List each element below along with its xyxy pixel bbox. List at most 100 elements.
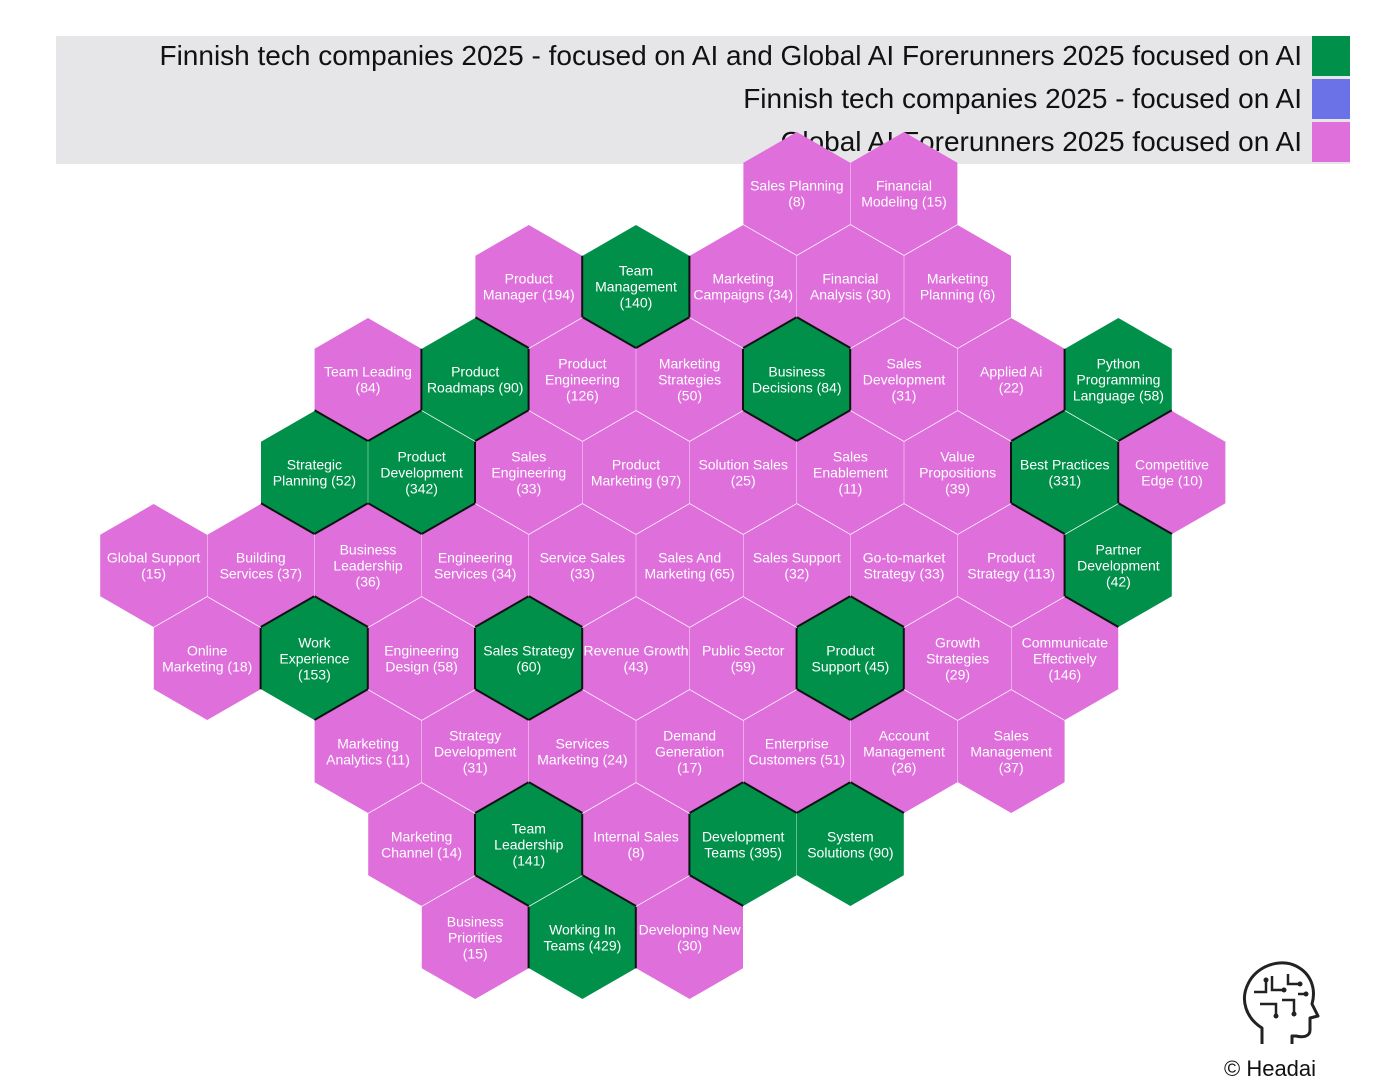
- hex-label-building-services: Services (37): [220, 566, 302, 582]
- hex-label-development-teams: Development: [702, 829, 785, 845]
- hex-label-partner-development: (42): [1106, 574, 1131, 590]
- category-boundary: [796, 595, 851, 628]
- hex-label-growth-strategies: Strategies: [926, 651, 989, 667]
- category-boundary: [849, 688, 905, 721]
- hex-public-sector: [689, 597, 797, 720]
- legend-label-both: Finnish tech companies 2025 - focused on…: [159, 40, 1302, 71]
- hex-label-financial-analysis: Analysis (30): [810, 287, 891, 303]
- hex-label-account-management: (26): [892, 760, 917, 776]
- hex-label-value-propositions: Value: [940, 449, 975, 465]
- legend-label-finnish: Finnish tech companies 2025 - focused on…: [743, 83, 1302, 114]
- legend-swatch-both: [1312, 36, 1350, 76]
- hex-marketing-campaigns: [689, 225, 797, 348]
- hex-product-roadmaps: [421, 318, 529, 441]
- hex-label-sales-management: Management: [970, 744, 1052, 760]
- hex-solution-sales: [689, 411, 797, 534]
- hex-internal-sales: [582, 783, 690, 906]
- hex-strategy-development: [421, 690, 529, 813]
- hex-label-online-marketing: Online: [187, 643, 228, 659]
- hex-product-engineering: [529, 318, 636, 441]
- hex-label-public-sector: Public Sector: [702, 643, 785, 659]
- hex-online-marketing: [153, 597, 261, 720]
- hex-label-growth-strategies: Growth: [935, 635, 980, 651]
- hex-label-public-sector: (59): [731, 659, 756, 675]
- hex-services-marketing: [529, 690, 636, 813]
- hex-label-service-sales: (33): [570, 566, 595, 582]
- hex-engineering-design: [368, 597, 475, 720]
- category-boundary: [1118, 502, 1173, 535]
- hex-label-engineering-services: Services (34): [434, 566, 516, 582]
- hex-financial-modeling: [850, 132, 958, 255]
- hex-working-in-teams: [529, 876, 636, 999]
- hex-label-work-experience: Experience: [279, 651, 349, 667]
- hex-team-management: [582, 225, 690, 348]
- legend-item-both: Finnish tech companies 2025 - focused on…: [159, 36, 1350, 76]
- category-boundary: [742, 409, 798, 442]
- hex-label-business-decisions: Business: [768, 364, 825, 380]
- hex-label-enterprise-customers: Enterprise: [765, 736, 829, 752]
- hex-label-marketing-campaigns: Marketing: [712, 271, 773, 287]
- hex-label-sales-support: Sales Support: [753, 550, 841, 566]
- hex-label-applied-ai: Applied Ai: [980, 364, 1042, 380]
- hex-label-python-programming-language: Python: [1097, 356, 1141, 372]
- category-boundary: [314, 595, 369, 628]
- hex-partner-development: [1065, 504, 1172, 627]
- category-boundary: [582, 316, 637, 349]
- hex-label-financial-modeling: Financial: [876, 178, 932, 194]
- category-boundary: [474, 316, 530, 349]
- hex-marketing-strategies: [636, 318, 743, 441]
- hex-sales-strategy: [475, 597, 583, 720]
- hex-label-system-solutions: Solutions (90): [807, 845, 893, 861]
- category-boundary: [689, 874, 744, 907]
- hex-label-marketing-analytics: Marketing: [337, 736, 398, 752]
- category-boundary: [1010, 502, 1066, 535]
- hex-label-engineering-design: Design (58): [385, 659, 457, 675]
- hex-label-marketing-strategies: Strategies: [658, 372, 721, 388]
- hex-label-python-programming-language: Language (58): [1073, 388, 1164, 404]
- hex-label-services-marketing: Services: [556, 736, 610, 752]
- category-boundary: [314, 409, 369, 442]
- hex-label-internal-sales: Internal Sales: [593, 829, 679, 845]
- hex-label-marketing-analytics: Analytics (11): [326, 752, 410, 768]
- hex-label-partner-development: Development: [1077, 558, 1160, 574]
- hex-label-team-leadership: Leadership: [494, 837, 563, 853]
- hex-label-competitive-edge: Competitive: [1135, 457, 1209, 473]
- hex-label-applied-ai: (22): [999, 380, 1024, 396]
- legend-item-finnish: Finnish tech companies 2025 - focused on…: [743, 79, 1350, 119]
- hex-label-sales-management: Sales: [994, 728, 1029, 744]
- hex-marketing-analytics: [314, 690, 422, 813]
- hex-sales-engineering: [475, 411, 583, 534]
- hex-global-support: [100, 504, 207, 627]
- hex-label-sales-engineering: (33): [516, 481, 541, 497]
- legend-label-global: Global AI Forerunners 2025 focused on AI: [780, 126, 1302, 157]
- hex-label-team-management: Management: [595, 279, 677, 295]
- category-boundary: [850, 595, 905, 628]
- hex-strategic-planning: [261, 411, 368, 534]
- category-boundary: [689, 781, 744, 814]
- hex-label-team-management: Team: [619, 263, 653, 279]
- copyright-text: © Headai: [1224, 1056, 1317, 1081]
- category-boundary: [796, 316, 851, 349]
- hex-label-sales-development: Sales: [886, 356, 921, 372]
- category-boundary: [796, 409, 851, 442]
- hex-team-leadership: [475, 783, 583, 906]
- hex-label-sales-planning: (8): [788, 194, 805, 210]
- hex-financial-analysis: [797, 225, 904, 348]
- hex-building-services: [207, 504, 315, 627]
- hex-sales-enablement: [797, 411, 904, 534]
- category-boundary: [582, 874, 637, 907]
- category-boundary: [1117, 409, 1173, 442]
- hex-marketing-planning: [904, 225, 1011, 348]
- hex-label-team-management: (140): [620, 295, 653, 311]
- hex-label-engineering-services: Engineering: [438, 550, 513, 566]
- category-boundary: [742, 781, 798, 814]
- hex-label-product-manager: Manager (194): [483, 287, 575, 303]
- hex-demand-generation: [636, 690, 743, 813]
- hex-label-marketing-channel: Marketing: [391, 829, 452, 845]
- hex-sales-support: [743, 504, 851, 627]
- legend-swatch-finnish: [1312, 79, 1350, 119]
- hex-label-best-practices: (331): [1048, 473, 1081, 489]
- hex-label-sales-enablement: Enablement: [813, 465, 888, 481]
- hex-label-revenue-growth: Revenue Growth: [583, 643, 688, 659]
- hex-value-propositions: [904, 411, 1011, 534]
